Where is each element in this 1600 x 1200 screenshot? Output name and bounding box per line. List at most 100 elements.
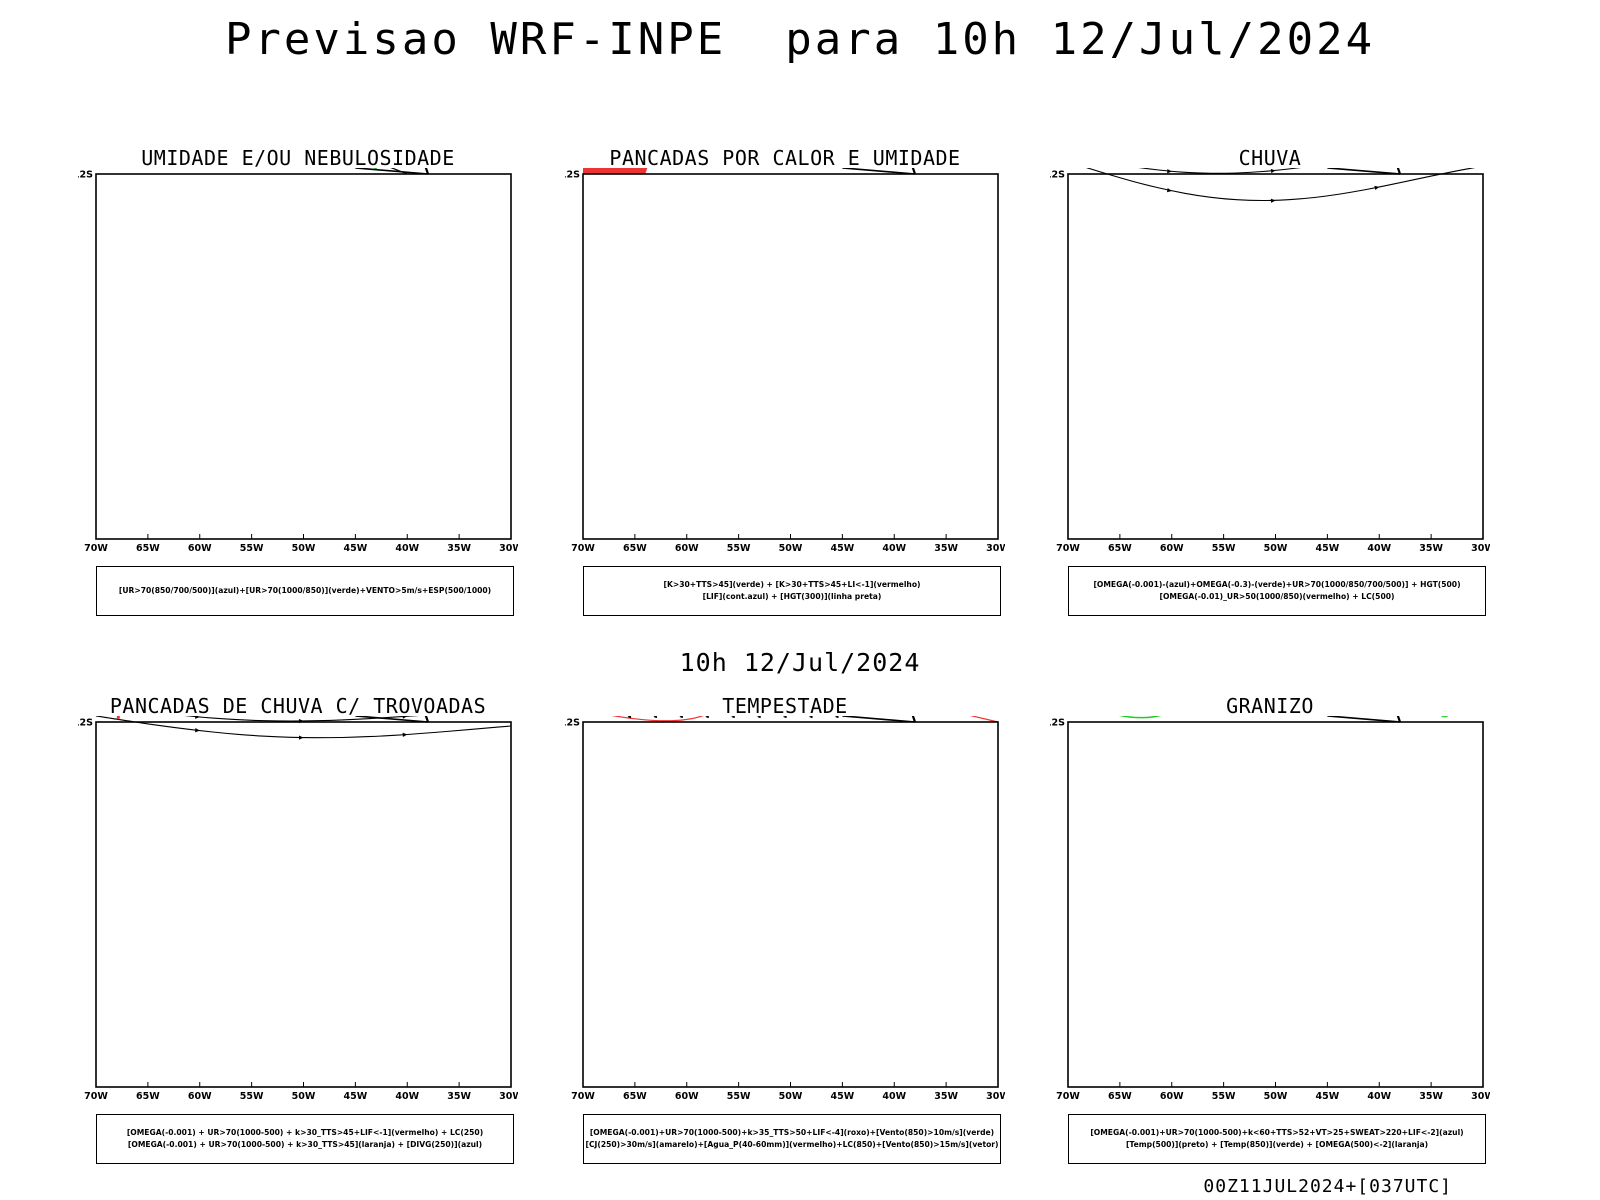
lon-tick-label: 55W <box>727 1091 751 1102</box>
lon-tick-label: 65W <box>136 543 160 554</box>
lon-tick-label: 30W <box>499 1091 518 1102</box>
map-granizo: 151812-9-12-15-21-18-2421-212112151812S1… <box>1050 716 1490 1103</box>
wind-vector <box>653 716 658 719</box>
lon-tick-label: 50W <box>292 543 316 554</box>
lon-tick-label: 70W <box>84 1091 108 1102</box>
lat-tick-label: 12S <box>565 718 580 729</box>
map-umidade: 1020102410201032102810281032102410325705… <box>78 168 518 555</box>
lon-tick-label: 60W <box>675 543 699 554</box>
lon-tick-label: 45W <box>344 1091 368 1102</box>
lon-tick-label: 30W <box>986 1091 1005 1102</box>
country-border <box>1327 168 1401 175</box>
plot-frame <box>95 173 512 540</box>
panel-legend: [OMEGA(-0.001)-(azul)+OMEGA(-0.3)-(verde… <box>1068 566 1486 616</box>
plot-frame <box>1067 721 1484 1088</box>
lon-tick-label: 45W <box>831 543 855 554</box>
lon-tick-label: 30W <box>1471 543 1490 554</box>
panel-legend: [UR>70(850/700/500)](azul)+[UR>70(1000/8… <box>96 566 514 616</box>
lon-tick-label: 50W <box>779 543 803 554</box>
panel-legend: [OMEGA(-0.001)+UR>70(1000-500)+k>35_TTS>… <box>583 1114 1001 1164</box>
legend-line: [CJ(250)>30m/s](amarelo)+[Agua_P(40-60mm… <box>585 1140 999 1149</box>
lon-tick-label: 40W <box>1367 543 1391 554</box>
lon-tick-label: 45W <box>1316 1091 1340 1102</box>
data-layer: 588576570567564582576573561 <box>1085 168 1476 203</box>
lon-tick-label: 70W <box>571 1091 595 1102</box>
panel-title: UMIDADE E/OU NEBULOSIDADE <box>141 146 455 170</box>
legend-line: [OMEGA(-0.001)-(azul)+OMEGA(-0.3)-(verde… <box>1093 580 1461 589</box>
map-base <box>842 716 917 723</box>
lon-tick-label: 30W <box>986 543 1005 554</box>
lon-tick-label: 60W <box>675 1091 699 1102</box>
stream-arrow <box>402 732 408 737</box>
thunder-cell-red <box>116 716 120 720</box>
lon-tick-label: 70W <box>571 543 595 554</box>
data-layer: 9600968094409360952094409280920093609280… <box>583 168 648 174</box>
panel-title: PANCADAS DE CHUVA C/ TROVOADAS <box>109 694 487 718</box>
wind-vector <box>705 716 710 719</box>
lat-tick-label: 12S <box>78 170 93 181</box>
streamline <box>95 716 512 739</box>
lon-tick-label: 35W <box>1419 1091 1443 1102</box>
map-frame: 12S15S18S21S24S27S30S33S36S39S42S70W65W6… <box>1050 718 1490 1103</box>
map-frame: 12S15S18S21S24S27S30S33S36S39S42S70W65W6… <box>1050 170 1490 555</box>
lon-tick-label: 65W <box>623 543 647 554</box>
map-base <box>1327 168 1402 175</box>
stream-arrow <box>1374 185 1380 191</box>
lon-tick-label: 60W <box>188 543 212 554</box>
data-layer <box>611 716 999 723</box>
streamline <box>184 716 420 722</box>
lon-tick-label: 50W <box>779 1091 803 1102</box>
streamline <box>1085 168 1476 202</box>
streamline <box>1138 168 1302 174</box>
stream-arrow <box>298 735 304 740</box>
stream-arrow <box>1270 168 1276 174</box>
plot-frame <box>95 721 512 1088</box>
legend-line: [OMEGA(-0.001)+UR>70(1000-500)+k<60+TTS>… <box>1090 1128 1464 1137</box>
lat-tick-label: 12S <box>1050 170 1065 181</box>
lon-tick-label: 65W <box>623 1091 647 1102</box>
lon-tick-label: 50W <box>1264 543 1288 554</box>
lon-tick-label: 35W <box>447 543 471 554</box>
data-layer: 151812-9-12-15-21-18-2421-2121121518 <box>1119 716 1448 719</box>
wind-vector <box>783 716 787 719</box>
legend-line: [Temp(500)](preto) + [Temp(850)](verde) … <box>1125 1140 1429 1149</box>
map-trovoadas: 12S15S18S21S24S27S30S33S36S39S42S70W65W6… <box>78 716 518 1102</box>
lon-tick-label: 45W <box>831 1091 855 1102</box>
map-base <box>355 168 430 175</box>
lon-tick-label: 70W <box>1056 543 1080 554</box>
legend-line: [OMEGA(-0.01)_UR>50(1000/850)(vermelho) … <box>1159 592 1395 601</box>
data-layer <box>95 716 512 740</box>
panel-chuva: CHUVA 58857657056756458257657356112S15S1… <box>1050 146 1490 616</box>
lon-tick-label: 35W <box>934 1091 958 1102</box>
legend-line: [K>30+TTS>45](verde) + [K>30+TTS>45+LI<-… <box>663 580 921 589</box>
map-base <box>842 168 917 175</box>
panel-legend: [K>30+TTS>45](verde) + [K>30+TTS>45+LI<-… <box>583 566 1001 616</box>
lon-tick-label: 40W <box>882 1091 906 1102</box>
lon-tick-label: 70W <box>1056 1091 1080 1102</box>
lon-tick-label: 35W <box>934 543 958 554</box>
panel-title: TEMPESTADE <box>722 694 848 718</box>
panel-trovoadas: PANCADAS DE CHUVA C/ TROVOADAS 12S15S18S… <box>78 694 518 1164</box>
map-tempestade: 12S15S18S21S24S27S30S33S36S39S42S70W65W6… <box>565 716 1005 1102</box>
lon-tick-label: 40W <box>882 543 906 554</box>
lon-tick-label: 50W <box>292 1091 316 1102</box>
map-frame: 12S15S18S21S24S27S30S33S36S39S42S70W65W6… <box>78 170 518 555</box>
country-border <box>1327 716 1401 723</box>
legend-line: [UR>70(850/700/500)](azul)+[UR>70(1000/8… <box>118 586 492 595</box>
forecast-time-title: 10h 12/Jul/2024 <box>679 648 921 677</box>
plot-frame <box>1067 173 1484 540</box>
lon-tick-label: 60W <box>188 1091 212 1102</box>
legend-line: [OMEGA(-0.001)+UR>70(1000-500)+k>35_TTS>… <box>589 1128 995 1137</box>
legend-line: [LIF](cont.azul) + [HGT(300)](linha pret… <box>702 592 882 601</box>
stream-arrow <box>195 728 200 733</box>
data-layer: 1020102410201032102810281032102410325705… <box>373 168 408 175</box>
lon-tick-label: 40W <box>1367 1091 1391 1102</box>
page-title: Previsao WRF-INPE para 10h 12/Jul/2024 <box>224 14 1376 65</box>
lon-tick-label: 35W <box>1419 543 1443 554</box>
wind-vector <box>809 716 813 719</box>
map-base <box>355 716 430 723</box>
contour-label: 588 <box>1268 168 1284 170</box>
lon-tick-label: 40W <box>395 1091 419 1102</box>
lon-tick-label: 55W <box>240 543 264 554</box>
lon-tick-label: 55W <box>240 1091 264 1102</box>
